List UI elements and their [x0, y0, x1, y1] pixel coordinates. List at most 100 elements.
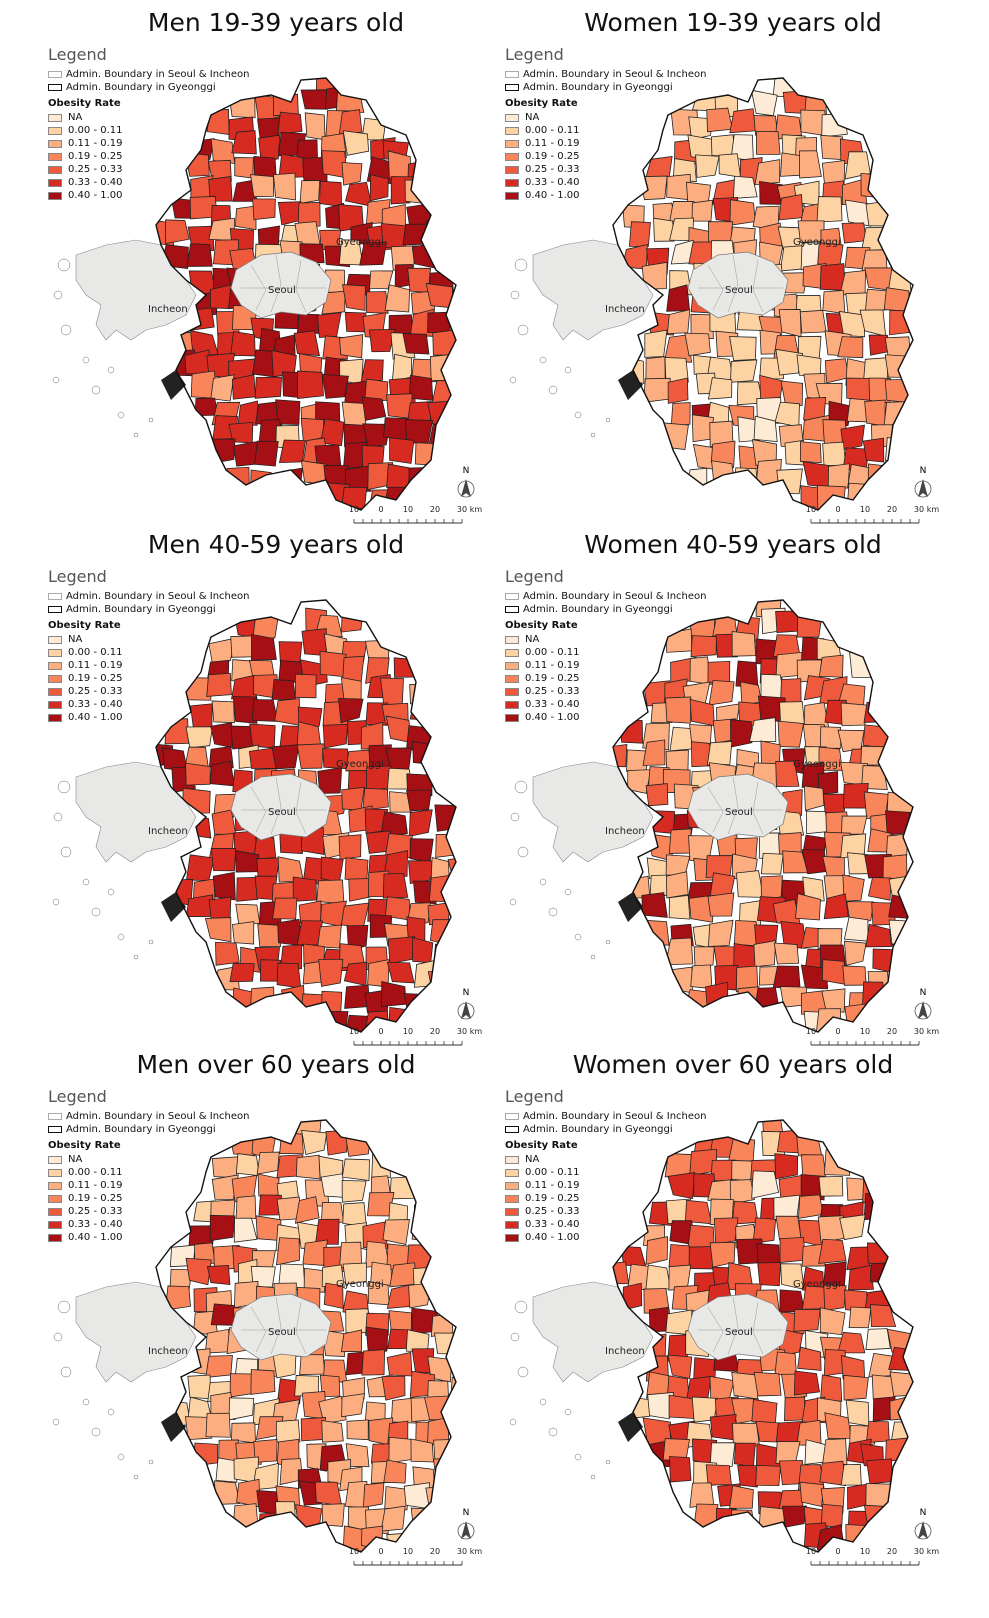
island: [605, 939, 611, 945]
district: [229, 962, 255, 983]
seoul-boundary: [752, 781, 764, 835]
map-panel-women-19-39: Women 19-39 years old Seoul Incheon Gyeong…: [493, 0, 973, 525]
seoul-label: Seoul: [725, 807, 753, 818]
island: [539, 1398, 547, 1406]
legend-boundary-gyeonggi: Admin. Boundary in Gyeonggi: [48, 603, 288, 616]
district: [403, 1482, 430, 1510]
district: [381, 980, 407, 1007]
district: [211, 700, 235, 724]
district: [321, 1264, 345, 1288]
legend-swatch: [48, 635, 62, 644]
district: [841, 222, 867, 244]
legend-class-row: 0.00 - 0.11: [505, 646, 745, 659]
district: [362, 787, 389, 811]
panel-title: Men over 60 years old: [136, 1050, 416, 1079]
district: [204, 917, 232, 943]
district: [732, 1422, 760, 1447]
legend-classes: NA 0.00 - 0.11 0.11 - 0.19 0.19 - 0.25 0.25 …: [48, 1153, 288, 1244]
district: [362, 423, 391, 448]
district: [645, 1264, 671, 1291]
district: [365, 291, 389, 314]
district: [388, 1436, 414, 1464]
incheon-coast: [532, 239, 654, 341]
obesity-rate-heading: Obesity Rate: [505, 1140, 578, 1151]
district: [669, 1456, 692, 1483]
district: [645, 1236, 669, 1265]
district: [695, 154, 720, 178]
district: [653, 217, 675, 242]
thick-boundary-symbol: [505, 1126, 519, 1133]
district: [773, 942, 800, 965]
district: [867, 877, 892, 901]
scale-unit-label: km: [470, 1547, 483, 1556]
scale-bar: 10 0 10 20 30 km: [806, 505, 939, 524]
island: [564, 366, 572, 374]
gyeonggi-regions: [620, 78, 913, 510]
north-arrow-icon: N: [914, 1508, 932, 1540]
seoul-label: Seoul: [725, 1327, 753, 1338]
legend-heading: Legend: [505, 45, 564, 64]
legend-boundary-seoul-incheon: Admin. Boundary in Seoul & Incheon: [505, 1110, 745, 1123]
district: [838, 310, 865, 338]
island: [82, 1398, 90, 1406]
district: [249, 986, 275, 1014]
district: [215, 941, 240, 966]
north-pointer: [918, 479, 928, 497]
legend-swatch: [505, 635, 519, 644]
incheon-coast: [75, 761, 197, 863]
legend-class-row: 0.25 - 0.33: [48, 1205, 288, 1218]
gyeonggi-outline: [155, 77, 457, 511]
legend-boundary-gyeonggi-label: Admin. Boundary in Gyeonggi: [66, 82, 216, 93]
legend-class-row: 0.33 - 0.40: [505, 1218, 745, 1231]
district: [341, 786, 365, 811]
district: [408, 860, 436, 884]
district: [777, 720, 804, 748]
island: [517, 324, 529, 336]
legend-class-row: NA: [48, 111, 288, 124]
district: [275, 1237, 300, 1266]
district: [804, 785, 825, 812]
district: [837, 336, 864, 359]
district: [823, 893, 849, 920]
seoul-boundary: [270, 1296, 282, 1355]
island: [117, 933, 125, 941]
district: [847, 1264, 874, 1291]
district: [185, 894, 214, 918]
district: [411, 243, 436, 269]
district: [343, 961, 368, 986]
district: [414, 442, 438, 466]
district: [689, 1482, 715, 1508]
district: [340, 902, 370, 928]
district: [271, 744, 300, 770]
district: [796, 610, 823, 638]
district: [185, 854, 215, 881]
seoul-boundary: [250, 1306, 267, 1353]
scale-unit-label: km: [927, 1547, 940, 1556]
legend-swatch: [505, 661, 519, 670]
legend-heading: Legend: [505, 567, 564, 586]
district: [300, 89, 328, 110]
district: [301, 1129, 328, 1156]
north-arrow-icon: N: [457, 466, 475, 498]
district: [339, 334, 364, 359]
district: [822, 793, 847, 815]
seoul-boundary: [250, 264, 267, 311]
legend-class-label: NA: [68, 1154, 83, 1165]
scale-tick-label: 20: [887, 505, 897, 514]
district: [410, 1507, 434, 1534]
legend-class-row: 0.11 - 0.19: [48, 137, 288, 150]
district: [729, 336, 757, 361]
legend-boundary-gyeonggi: Admin. Boundary in Gyeonggi: [48, 1123, 288, 1136]
district: [822, 1438, 848, 1465]
district: [414, 1199, 439, 1229]
legend-class-label: 0.33 - 0.40: [68, 699, 123, 710]
district: [232, 695, 258, 724]
district: [884, 378, 912, 403]
district: [628, 221, 651, 247]
district: [384, 1486, 409, 1511]
district: [380, 1505, 406, 1532]
legend-class-row: 0.19 - 0.25: [48, 672, 288, 685]
district: [192, 1442, 219, 1467]
legend-swatch: [505, 1220, 519, 1229]
scale-bar: 10 0 10 20 30 km: [806, 1547, 940, 1566]
